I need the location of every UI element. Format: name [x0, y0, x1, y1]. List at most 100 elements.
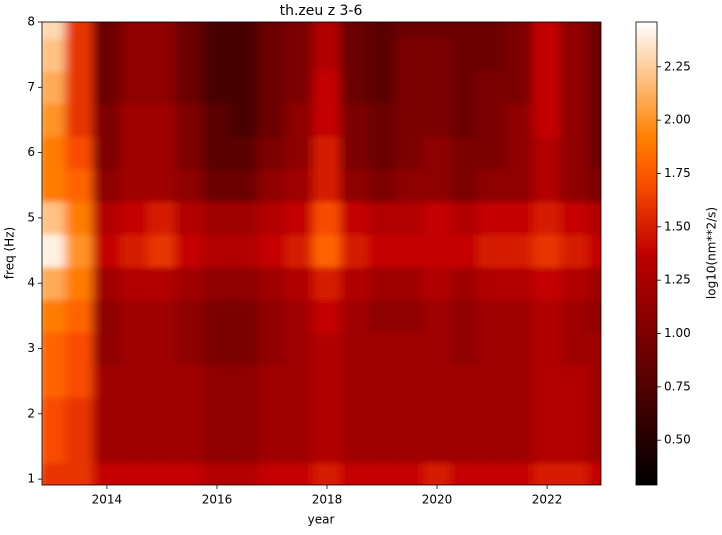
heatmap-cell [367, 135, 397, 170]
heatmap-cell [257, 22, 287, 39]
heatmap-cell [312, 135, 342, 170]
heatmap-cell [92, 462, 122, 485]
heatmap-cell [477, 266, 507, 301]
heatmap-cell [477, 22, 507, 39]
heatmap-cell [175, 135, 204, 170]
heatmap-cell [505, 233, 534, 268]
heatmap-cell [257, 299, 287, 333]
heatmap-cell [395, 364, 424, 398]
heatmap-cell [532, 429, 562, 464]
heatmap-cell [395, 396, 424, 431]
heatmap-cell [120, 22, 149, 39]
heatmap-cell [120, 462, 149, 485]
colorbar-tick-label: 1.50 [664, 219, 691, 233]
heatmap-cell [505, 135, 534, 170]
heatmap-cell [257, 201, 287, 235]
heatmap-cell [367, 462, 397, 485]
y-tick-label: 5 [27, 210, 35, 224]
heatmap-cell [175, 462, 204, 485]
heatmap-cell [202, 168, 232, 203]
heatmap-cell [587, 103, 601, 137]
heatmap-cell [532, 37, 562, 72]
heatmap-cell [312, 37, 342, 72]
heatmap-cell [532, 22, 562, 39]
heatmap-cell [175, 331, 204, 366]
heatmap-cell [560, 266, 589, 301]
heatmap-cell [340, 266, 369, 301]
heatmap-cell [422, 299, 452, 333]
heatmap-cell [587, 462, 601, 485]
heatmap-cell [477, 168, 507, 203]
heatmap-cell [340, 396, 369, 431]
heatmap-cell [147, 364, 177, 398]
y-tick-label: 2 [27, 406, 35, 420]
heatmap-cell [230, 168, 259, 203]
heatmap-cell [92, 396, 122, 431]
heatmap-cell [532, 135, 562, 170]
heatmap-cell [175, 299, 204, 333]
heatmap-cell [312, 364, 342, 398]
heatmap-cell [477, 70, 507, 105]
heatmap-cell [340, 37, 369, 72]
heatmap-cell [532, 462, 562, 485]
heatmap-cell [147, 266, 177, 301]
heatmap-cell [505, 462, 534, 485]
heatmap-cell [285, 135, 314, 170]
heatmap-cell [477, 201, 507, 235]
heatmap-cell [147, 462, 177, 485]
x-tick-label: 2014 [92, 493, 123, 507]
heatmap-cell [175, 233, 204, 268]
heatmap-cell [257, 364, 287, 398]
heatmap-cell [147, 22, 177, 39]
heatmap-cell [395, 462, 424, 485]
heatmap-cell [257, 462, 287, 485]
heatmap-cell [175, 37, 204, 72]
y-axis-label: freq (Hz) [3, 227, 17, 279]
heatmap-cell [230, 266, 259, 301]
heatmap-cell [340, 462, 369, 485]
heatmap-cell [367, 70, 397, 105]
heatmap-cell [587, 70, 601, 105]
heatmap-cell [367, 331, 397, 366]
heatmap-cell [477, 396, 507, 431]
colorbar-tick-label: 1.75 [664, 166, 691, 180]
heatmap-cell [285, 462, 314, 485]
heatmap-cell [505, 168, 534, 203]
heatmap-cell [477, 37, 507, 72]
heatmap-cell [505, 70, 534, 105]
colorbar-tick-label: 2.00 [664, 113, 691, 127]
heatmap-cell [202, 331, 232, 366]
heatmap-cell [560, 233, 589, 268]
heatmap-cell [42, 201, 67, 235]
heatmap-cell [422, 22, 452, 39]
heatmap-cell [65, 37, 94, 72]
heatmap-cell [422, 233, 452, 268]
heatmap-cell [477, 364, 507, 398]
heatmap-cell [505, 396, 534, 431]
heatmap-cell [42, 22, 67, 39]
x-tick-label: 2018 [312, 493, 343, 507]
heatmap-cell [450, 135, 479, 170]
heatmap-cell [175, 396, 204, 431]
heatmap-cell [92, 103, 122, 137]
heatmap-cell [257, 429, 287, 464]
heatmap-cell [202, 135, 232, 170]
heatmap-cell [367, 168, 397, 203]
heatmap-cell [230, 103, 259, 137]
heatmap-cell [175, 266, 204, 301]
heatmap-cell [230, 364, 259, 398]
heatmap-cell [147, 233, 177, 268]
heatmap-cell [120, 364, 149, 398]
heatmap-cell [230, 396, 259, 431]
y-tick-label: 8 [27, 15, 35, 29]
heatmap-cell [367, 266, 397, 301]
heatmap-cell [532, 201, 562, 235]
heatmap-cell [367, 233, 397, 268]
heatmap-cell [395, 233, 424, 268]
heatmap-cell [65, 299, 94, 333]
heatmap-cell [532, 168, 562, 203]
heatmap-cell [257, 103, 287, 137]
heatmap-cell [395, 299, 424, 333]
heatmap-cell [285, 299, 314, 333]
